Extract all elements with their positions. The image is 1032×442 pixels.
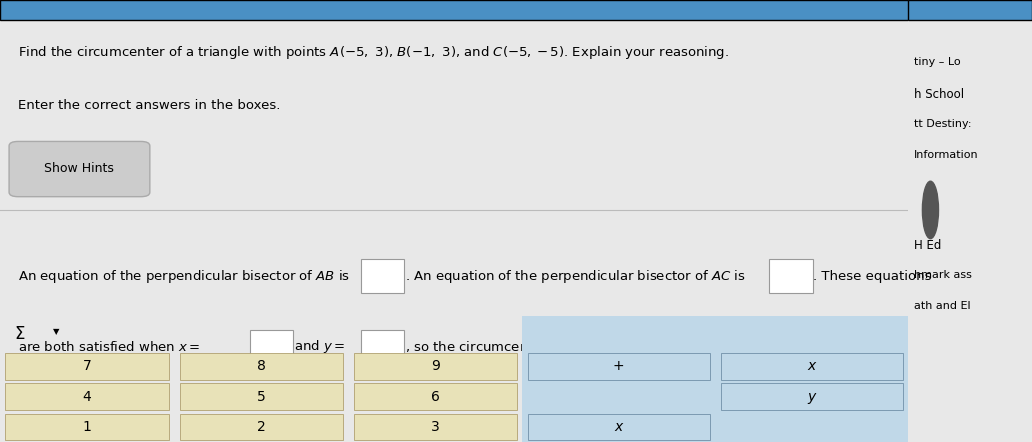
Text: 2: 2 [257,420,265,434]
Text: hmark ass: hmark ass [914,270,972,280]
FancyBboxPatch shape [908,0,1032,20]
Text: 9: 9 [430,359,440,373]
FancyBboxPatch shape [180,414,343,440]
FancyBboxPatch shape [360,330,405,364]
FancyBboxPatch shape [180,353,343,380]
Text: h School: h School [914,88,965,101]
FancyBboxPatch shape [759,330,802,364]
Text: +: + [613,359,624,373]
Text: are both satisfied when $x =$: are both satisfied when $x =$ [19,340,200,354]
Text: . These equations: . These equations [813,270,931,283]
FancyBboxPatch shape [708,330,751,364]
Circle shape [923,181,938,239]
Text: Show Hints: Show Hints [44,162,114,175]
Text: y: y [808,390,815,404]
Text: Find the circumcenter of a triangle with points $A\left(-5,\ 3\right)$, $B\left(: Find the circumcenter of a triangle with… [19,44,730,61]
FancyBboxPatch shape [0,0,908,20]
Text: tiny – Lo: tiny – Lo [914,57,961,68]
Text: 4: 4 [83,390,92,404]
FancyBboxPatch shape [180,383,343,410]
FancyBboxPatch shape [527,414,710,440]
Text: ,: , [750,340,754,354]
FancyBboxPatch shape [360,259,405,293]
Text: 1: 1 [83,420,92,434]
Text: An equation of the perpendicular bisector of $AB$ is: An equation of the perpendicular bisecto… [19,268,350,285]
FancyBboxPatch shape [5,383,168,410]
FancyBboxPatch shape [5,353,168,380]
Text: and $y =$: and $y =$ [294,339,346,355]
Text: 5: 5 [257,390,265,404]
Text: Information: Information [914,150,979,160]
FancyBboxPatch shape [9,141,150,197]
Text: , so the circumcenter of $\triangle ABC$ is located at (: , so the circumcenter of $\triangle ABC$… [405,339,706,355]
FancyBboxPatch shape [769,259,813,293]
FancyBboxPatch shape [720,353,903,380]
FancyBboxPatch shape [5,414,168,440]
FancyBboxPatch shape [720,383,903,410]
FancyBboxPatch shape [522,316,908,442]
Text: Σ: Σ [14,325,25,343]
FancyBboxPatch shape [250,330,293,364]
Text: ▼: ▼ [53,328,59,336]
Text: , 3 $\times$: , 3 $\times$ [791,408,820,423]
Text: 7: 7 [83,359,92,373]
Text: x: x [615,420,622,434]
Text: . An equation of the perpendicular bisector of $AC$ is: . An equation of the perpendicular bisec… [405,268,746,285]
Text: ).: ). [801,340,810,354]
FancyBboxPatch shape [354,353,517,380]
FancyBboxPatch shape [354,383,517,410]
FancyBboxPatch shape [527,353,710,380]
Text: 3: 3 [430,420,440,434]
Text: x: x [808,359,815,373]
Text: 8: 8 [257,359,265,373]
Text: tt Destiny:: tt Destiny: [914,119,972,130]
Text: ath and El: ath and El [914,301,971,311]
Text: H Ed: H Ed [914,239,942,251]
Text: Enter the correct answers in the boxes.: Enter the correct answers in the boxes. [19,99,281,112]
FancyBboxPatch shape [354,414,517,440]
Text: 6: 6 [430,390,440,404]
